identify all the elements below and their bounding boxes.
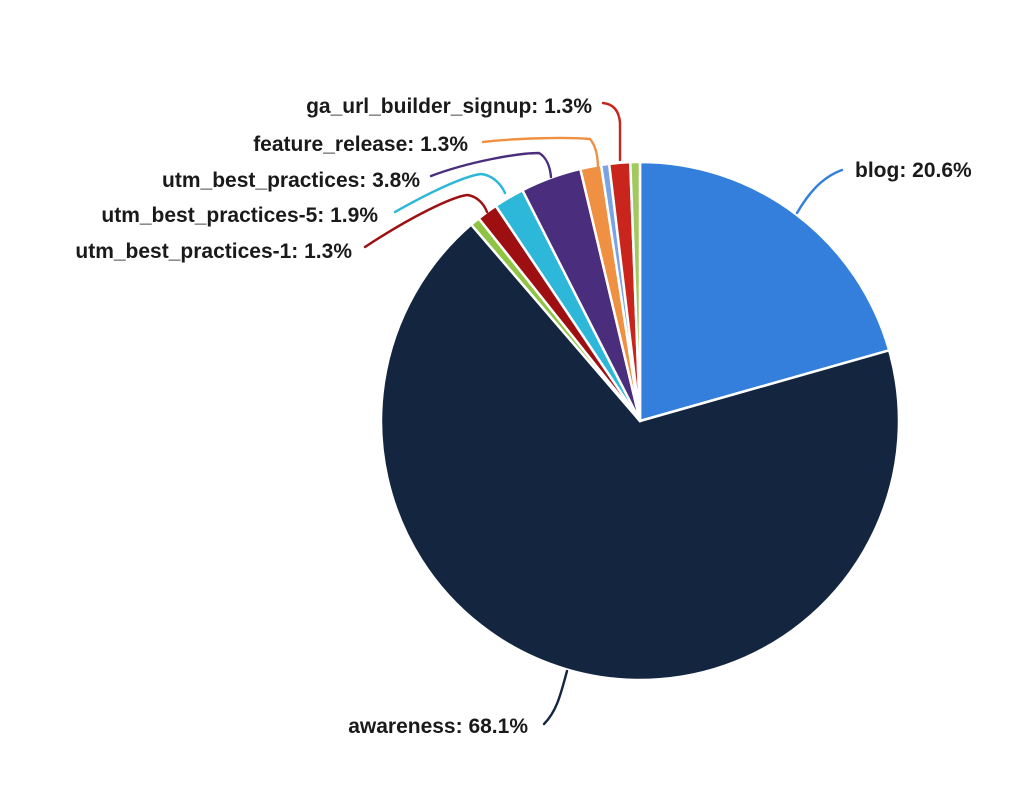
pie-label-awareness: awareness: 68.1% xyxy=(348,715,528,738)
leader-line-blog xyxy=(795,168,844,215)
pie-slice-blog[interactable] xyxy=(638,160,891,423)
leader-line-utm_best_practices xyxy=(429,151,553,179)
pie-label-utm-best-practices: utm_best_practices: 3.8% xyxy=(162,169,420,192)
leader-line-feature_release xyxy=(481,136,600,171)
leader-line-ga_url_builder_signup xyxy=(601,101,622,162)
pie-label-utm-best-practices-1: utm_best_practices-1: 1.3% xyxy=(75,240,352,263)
pie-slice-unlabeled-green-2[interactable] xyxy=(628,160,642,423)
pie-label-ga-url-builder-signup: ga_url_builder_signup: 1.3% xyxy=(306,95,592,118)
leader-line-utm_best_practices-1 xyxy=(363,193,489,249)
leader-line-utm_best_practices-5 xyxy=(393,172,507,214)
pie-label-feature-release: feature_release: 1.3% xyxy=(253,133,468,156)
pie-label-blog: blog: 20.6% xyxy=(855,159,972,182)
pie-label-utm-best-practices-5: utm_best_practices-5: 1.9% xyxy=(101,204,378,227)
leader-line-awareness xyxy=(542,669,569,726)
pie-slice-awareness[interactable] xyxy=(379,223,901,682)
